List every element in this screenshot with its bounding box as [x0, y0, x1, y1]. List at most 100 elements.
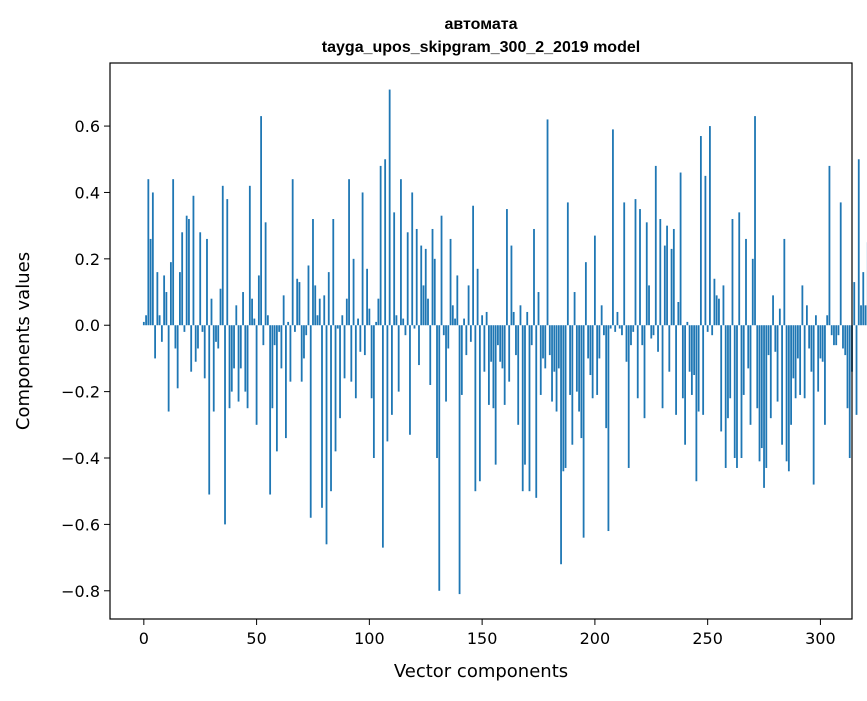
bar: [795, 325, 797, 398]
y-tick-label: −0.8: [61, 582, 100, 601]
bar: [675, 325, 677, 415]
bar: [193, 196, 195, 325]
bar: [829, 166, 831, 325]
bar: [732, 219, 734, 325]
bar: [359, 325, 361, 352]
bar: [240, 325, 242, 368]
bar: [567, 202, 569, 325]
bar: [181, 232, 183, 325]
bar: [682, 325, 684, 398]
bar: [179, 272, 181, 325]
bar: [662, 325, 664, 408]
bar: [481, 315, 483, 325]
bar: [511, 246, 513, 326]
bar: [287, 322, 289, 325]
bar: [777, 325, 779, 401]
bar: [488, 325, 490, 405]
bar: [441, 216, 443, 326]
bar: [447, 325, 449, 348]
bar: [265, 222, 267, 325]
bar: [425, 249, 427, 325]
bar: [716, 295, 718, 325]
bar: [653, 325, 655, 335]
bar: [305, 325, 307, 335]
bar: [454, 319, 456, 326]
bar: [366, 269, 368, 325]
y-axis-ticks: −0.8−0.6−0.4−0.20.00.20.40.6: [61, 117, 110, 601]
bar: [147, 179, 149, 325]
bar: [278, 325, 280, 332]
bar: [474, 325, 476, 491]
bar: [152, 192, 154, 325]
bar: [707, 325, 709, 332]
bar: [188, 219, 190, 325]
bar: [330, 325, 332, 491]
bar: [461, 325, 463, 395]
bar: [197, 325, 199, 348]
bar: [686, 322, 688, 325]
bar: [414, 325, 416, 328]
x-axis-label: Vector components: [394, 661, 568, 682]
bar: [253, 319, 255, 326]
bar: [705, 176, 707, 325]
bar: [504, 325, 506, 405]
bar: [547, 119, 549, 325]
bar: [238, 325, 240, 401]
bar: [556, 325, 558, 411]
bar: [411, 192, 413, 325]
bar: [617, 312, 619, 325]
bar: [499, 325, 501, 362]
bar: [695, 325, 697, 481]
bar: [865, 305, 867, 325]
bar: [341, 315, 343, 325]
bar-series: [143, 90, 867, 595]
bar: [373, 325, 375, 458]
bar: [862, 272, 864, 325]
bar: [483, 325, 485, 371]
y-tick-label: 0.6: [75, 117, 100, 136]
bar: [580, 325, 582, 438]
bar: [538, 292, 540, 325]
bar: [235, 305, 237, 325]
bar: [479, 325, 481, 481]
bar: [725, 325, 727, 468]
bar: [429, 325, 431, 385]
bar: [242, 292, 244, 325]
bar: [517, 325, 519, 425]
bar: [856, 325, 858, 415]
bar: [202, 325, 204, 332]
bar: [632, 325, 634, 332]
bar: [847, 325, 849, 408]
bar: [621, 325, 623, 335]
bar: [443, 325, 445, 335]
bar: [258, 275, 260, 325]
bar: [768, 325, 770, 355]
bar: [646, 222, 648, 325]
bar: [249, 186, 251, 325]
bar: [542, 325, 544, 358]
bar: [233, 325, 235, 368]
bar: [711, 325, 713, 335]
bar: [170, 262, 172, 325]
bar: [468, 285, 470, 325]
bar: [355, 325, 357, 398]
bar: [673, 229, 675, 325]
bar: [177, 325, 179, 388]
bar: [727, 325, 729, 418]
bar: [763, 325, 765, 488]
bar: [842, 325, 844, 348]
bar: [657, 325, 659, 352]
bar: [281, 325, 283, 368]
bar: [838, 325, 840, 335]
bar: [714, 279, 716, 325]
bar: [283, 295, 285, 325]
bar: [774, 325, 776, 352]
x-tick-label: 200: [580, 629, 611, 648]
bar: [811, 325, 813, 371]
bar: [594, 236, 596, 326]
bar: [741, 325, 743, 458]
bar: [698, 325, 700, 411]
bar: [251, 299, 253, 326]
